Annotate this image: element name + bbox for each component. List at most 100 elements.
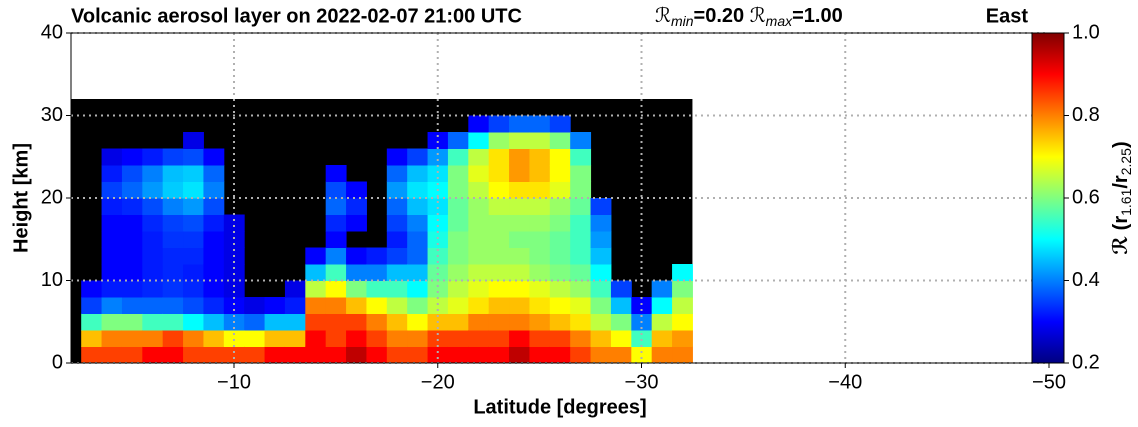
- heat-cell: [468, 313, 490, 331]
- heat-cell: [101, 313, 123, 331]
- heat-cell: [509, 247, 530, 265]
- heat-cell: [121, 214, 143, 232]
- heat-cell: [509, 115, 530, 133]
- heat-cell: [509, 297, 530, 314]
- heat-cell: [346, 214, 367, 232]
- heat-cell: [488, 280, 510, 298]
- heat-cell: [631, 346, 653, 364]
- heat-cell: [162, 346, 184, 364]
- heat-cell: [183, 297, 204, 314]
- heat-cell: [529, 115, 551, 133]
- heat-cell: [570, 297, 592, 314]
- heat-cell: [223, 297, 245, 314]
- heat-cell: [447, 330, 469, 347]
- heat-cell: [610, 330, 632, 347]
- x-tick-label: −50: [1032, 371, 1066, 393]
- heat-cell: [366, 247, 388, 265]
- heat-cell: [447, 231, 469, 248]
- heat-cell: [162, 214, 184, 232]
- heat-cell: [101, 264, 123, 281]
- heat-cell: [509, 198, 530, 215]
- label-sub: 1.61: [1118, 188, 1134, 215]
- heat-cell: [121, 165, 143, 182]
- heat-cell: [386, 297, 408, 314]
- heat-cell: [142, 247, 164, 265]
- heat-cell: [81, 280, 103, 298]
- heat-cell: [325, 280, 347, 298]
- heat-cell: [488, 181, 510, 199]
- heat-cell: [549, 346, 571, 364]
- y-tick-label: 40: [41, 21, 63, 43]
- heat-cell: [631, 330, 653, 347]
- heat-cell: [509, 214, 530, 232]
- label-text: ℛ (r: [1110, 216, 1132, 255]
- heat-cell: [407, 330, 429, 347]
- heat-cell: [488, 330, 510, 347]
- heat-cell: [427, 198, 449, 215]
- heat-cell: [244, 346, 266, 364]
- heat-cell: [468, 346, 490, 364]
- heat-cell: [346, 247, 367, 265]
- heat-cell: [101, 297, 123, 314]
- heat-cell: [121, 198, 143, 215]
- heat-cell: [386, 280, 408, 298]
- heat-cell: [427, 264, 449, 281]
- heat-cell: [529, 264, 551, 281]
- heat-cell: [121, 280, 143, 298]
- y-axis-label: Height [km]: [10, 143, 32, 253]
- heat-cell: [346, 198, 367, 215]
- heat-cell: [183, 330, 204, 347]
- heat-cell: [162, 231, 184, 248]
- heat-cell: [386, 198, 408, 215]
- heat-cell: [162, 280, 184, 298]
- heat-cell: [142, 280, 164, 298]
- label-sub: 2.25: [1118, 148, 1134, 175]
- heat-cell: [101, 247, 123, 265]
- heat-cell: [590, 214, 612, 232]
- heat-cell: [244, 330, 266, 347]
- heat-cell: [284, 297, 306, 314]
- x-tick-label: −10: [217, 371, 251, 393]
- heat-cell: [488, 264, 510, 281]
- heat-cell: [529, 313, 551, 331]
- heat-cell: [325, 264, 347, 281]
- heat-cell: [284, 330, 306, 347]
- heat-cell: [672, 280, 693, 298]
- heat-cell: [529, 181, 551, 199]
- heat-cell: [81, 313, 103, 331]
- heat-cell: [570, 165, 592, 182]
- heat-cell: [325, 165, 347, 182]
- heat-cell: [468, 214, 490, 232]
- heat-cell: [162, 148, 184, 166]
- heat-cell: [570, 132, 592, 149]
- heat-cell: [101, 231, 123, 248]
- heat-cell: [447, 264, 469, 281]
- heat-cell: [366, 313, 388, 331]
- heat-cell: [386, 214, 408, 232]
- heat-cell: [183, 132, 204, 149]
- heat-cell: [121, 231, 143, 248]
- heat-cell: [121, 247, 143, 265]
- heat-cell: [121, 313, 143, 331]
- heat-cell: [570, 181, 592, 199]
- heat-cell: [346, 313, 367, 331]
- heat-cell: [549, 198, 571, 215]
- heat-cell: [203, 313, 225, 331]
- heat-cell: [203, 181, 225, 199]
- x-tick-label: −20: [421, 371, 455, 393]
- label-text: ): [1110, 141, 1132, 148]
- heat-cell: [386, 313, 408, 331]
- heat-cell: [386, 264, 408, 281]
- heat-cell: [509, 313, 530, 331]
- heat-cell: [570, 247, 592, 265]
- heat-cell: [142, 264, 164, 281]
- heat-cell: [488, 313, 510, 331]
- heat-cell: [468, 231, 490, 248]
- heat-cell: [488, 165, 510, 182]
- heat-cell: [529, 330, 551, 347]
- heat-cell: [549, 148, 571, 166]
- heat-cell: [101, 181, 123, 199]
- heat-cell: [325, 198, 347, 215]
- heat-cell: [244, 297, 266, 314]
- heat-cell: [142, 165, 164, 182]
